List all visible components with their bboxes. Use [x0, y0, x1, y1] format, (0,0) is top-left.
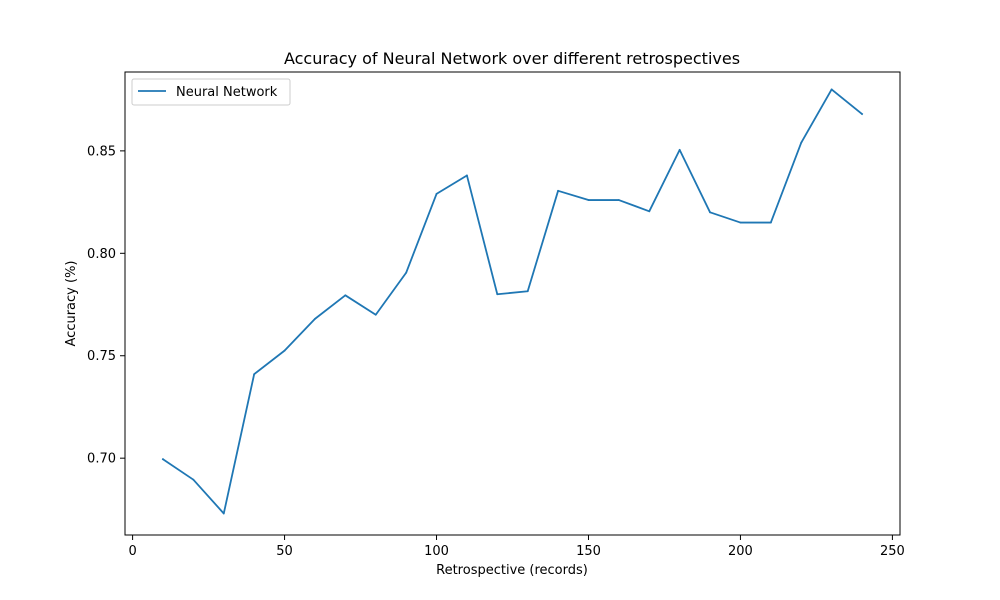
chart-title: Accuracy of Neural Network over differen…	[284, 49, 740, 68]
data-point	[222, 512, 225, 515]
y-tick-label: 0.85	[87, 144, 116, 159]
data-point	[769, 221, 772, 224]
data-point	[800, 141, 803, 144]
data-point	[283, 349, 286, 352]
data-point	[709, 211, 711, 214]
plot-area	[161, 88, 864, 515]
data-point	[466, 174, 468, 177]
x-axis-label: Retrospective (records)	[436, 563, 588, 578]
data-point	[648, 210, 651, 213]
data-point	[830, 88, 833, 91]
data-point	[678, 148, 681, 151]
data-point	[739, 221, 742, 224]
x-tick-label: 0	[128, 544, 136, 559]
y-tick-label: 0.80	[87, 247, 116, 262]
x-tick-label: 200	[728, 544, 753, 559]
y-tick-label: 0.75	[87, 349, 116, 364]
x-tick-label: 250	[880, 544, 905, 559]
data-point	[314, 317, 316, 320]
data-point	[162, 458, 164, 461]
data-point	[374, 313, 377, 316]
series-line-neural-network	[161, 88, 864, 515]
legend-label-neural-network: Neural Network	[176, 85, 278, 100]
axes-frame	[124, 71, 901, 536]
legend: Neural Network	[131, 78, 291, 106]
legend-box	[131, 78, 291, 106]
data-point	[435, 193, 438, 195]
axis-ticks: 0 50 100 150 200 250 0.70 0.75 0.80 0.85	[87, 144, 905, 559]
data-point	[253, 373, 256, 376]
data-point	[557, 189, 559, 192]
data-point	[861, 113, 863, 115]
data-point	[496, 293, 499, 296]
data-point	[192, 478, 195, 481]
data-point	[617, 199, 620, 201]
data-point	[526, 290, 529, 293]
data-point	[405, 271, 408, 274]
x-tick-label: 50	[276, 544, 293, 559]
y-tick-label: 0.70	[87, 452, 116, 467]
y-axis-label: Accuracy (%)	[64, 261, 79, 347]
x-tick-label: 100	[424, 544, 449, 559]
data-point	[344, 294, 347, 297]
x-tick-label: 150	[576, 544, 601, 559]
data-point	[587, 199, 590, 201]
